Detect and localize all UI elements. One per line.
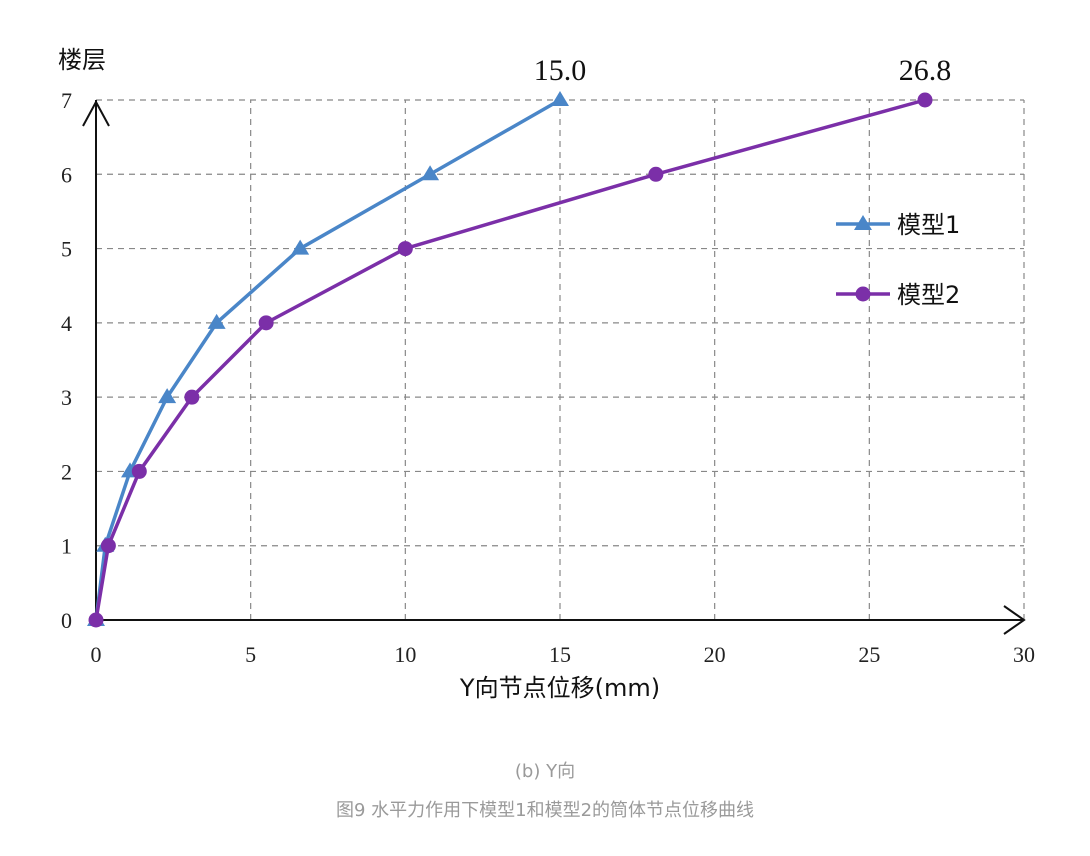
figure-caption: 图9 水平力作用下模型1和模型2的筒体节点位移曲线: [335, 800, 755, 821]
peak-label-model-1: 15.0: [534, 54, 587, 87]
x-axis-title: Y向节点位移(mm): [459, 674, 660, 702]
data-point-triangle: [291, 239, 310, 255]
series-line-2: [94, 98, 926, 621]
y-tick-label: 0: [61, 608, 72, 633]
y-tick-label: 7: [61, 88, 72, 113]
x-axis-arrow-icon: [1003, 605, 1026, 635]
data-point-circle: [100, 538, 116, 554]
y-tick-label: 1: [61, 534, 72, 559]
data-point-triangle: [158, 388, 177, 404]
x-tick-label: 25: [858, 642, 880, 667]
y-tick-labels: 0 1 2 3 4 5 6 7: [61, 88, 72, 633]
data-point-circle: [648, 166, 664, 182]
y-tick-label: 4: [61, 311, 72, 336]
data-point-triangle: [207, 313, 226, 329]
legend: 模型1 模型2: [836, 211, 960, 309]
data-point-circle: [88, 612, 104, 628]
y-tick-label: 3: [61, 385, 72, 410]
y-tick-label: 2: [61, 459, 72, 484]
y-axis-arrow-icon: [82, 99, 110, 127]
data-point-circle: [184, 389, 200, 405]
data-point-circle: [258, 315, 274, 331]
series-1: [87, 91, 569, 626]
x-tick-label: 0: [91, 642, 102, 667]
legend-triangle-marker-icon: [854, 215, 872, 230]
x-tick-labels: 0 5 10 15 20 25 30: [91, 642, 1036, 667]
series-line-1: [94, 98, 561, 621]
y-axis-title: 楼层: [58, 46, 106, 74]
y-tick-label: 6: [61, 162, 72, 187]
figure-subcaption: (b) Y向: [514, 761, 576, 782]
data-point-circle: [917, 92, 933, 108]
peak-label-model-2: 26.8: [899, 54, 952, 87]
data-point-triangle: [421, 165, 440, 181]
x-tick-label: 5: [245, 642, 256, 667]
x-tick-label: 30: [1013, 642, 1035, 667]
legend-label-model-1: 模型1: [897, 211, 960, 239]
series: [87, 91, 933, 628]
x-tick-label: 20: [704, 642, 726, 667]
legend-label-model-2: 模型2: [897, 281, 960, 309]
data-point-circle: [397, 241, 413, 257]
series-2: [88, 92, 933, 628]
y-tick-label: 5: [61, 237, 72, 262]
data-point-circle: [131, 463, 147, 479]
axes: [82, 99, 1026, 635]
x-tick-label: 10: [394, 642, 416, 667]
displacement-chart: 0 5 10 15 20 25 30 0 1 2 3 4 5 6 7 楼层 Y向节点位移(mm) 15.0…: [58, 46, 1036, 702]
grid: [96, 99, 1025, 620]
legend-circle-marker-icon: [855, 286, 871, 302]
data-point-triangle: [551, 91, 569, 106]
x-tick-label: 15: [549, 642, 571, 667]
